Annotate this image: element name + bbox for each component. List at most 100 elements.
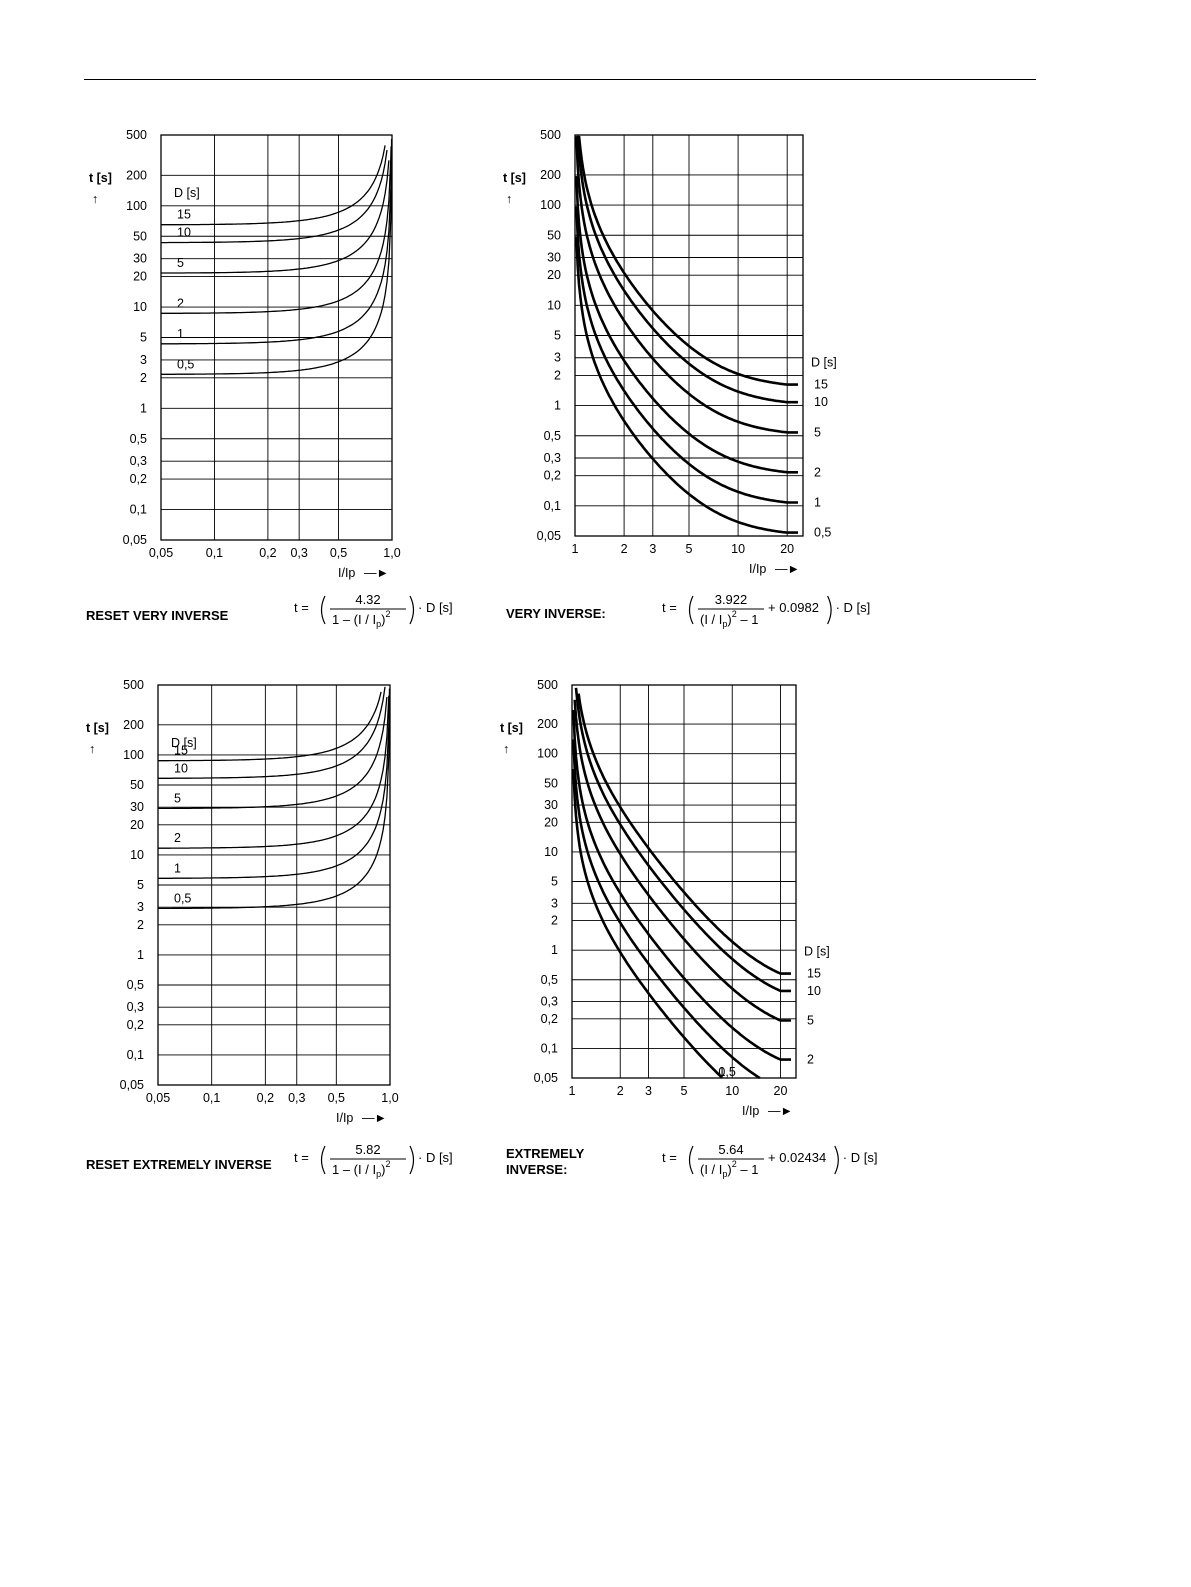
formula-reset-very-inverse: t = 4.32 1 – (I / Ip)2 · D [s] bbox=[294, 592, 453, 629]
paren-left bbox=[320, 1145, 326, 1175]
x-tick-label: 3 bbox=[645, 1084, 652, 1098]
y-axis-label: t [s] bbox=[500, 721, 523, 735]
x-axis-label: I/Ip bbox=[338, 566, 355, 580]
y-axis-label: t [s] bbox=[86, 721, 109, 735]
paren-left bbox=[320, 595, 326, 625]
formula-constant: + 0.02434 bbox=[768, 1150, 826, 1165]
series-line-D-5 bbox=[573, 699, 791, 1022]
y-tick-label: 0,2 bbox=[541, 1012, 558, 1026]
x-tick-label: 0,1 bbox=[206, 546, 223, 560]
x-tick-label: 10 bbox=[725, 1084, 739, 1098]
y-tick-label: 200 bbox=[540, 168, 561, 182]
formula-denominator: (I / Ip)2 – 1 bbox=[700, 609, 758, 629]
y-tick-label: 500 bbox=[126, 128, 147, 142]
x-tick-label: 20 bbox=[780, 542, 794, 556]
series-line-D-10 bbox=[158, 686, 386, 779]
formula-numerator: 3.922 bbox=[715, 592, 748, 607]
y-tick-label: 50 bbox=[544, 776, 558, 790]
y-tick-label: 0,5 bbox=[544, 429, 561, 443]
y-tick-label: 0,05 bbox=[123, 533, 147, 547]
formula-lhs: t = bbox=[294, 1150, 309, 1165]
x-tick-label: 1,0 bbox=[383, 546, 400, 560]
x-axis-label: I/Ip bbox=[749, 562, 766, 576]
y-tick-label: 10 bbox=[544, 845, 558, 859]
formula-lhs: t = bbox=[662, 600, 677, 615]
formula-extremely-inverse: t = 5.64 (I / Ip)2 – 1 + 0.02434 · D [s] bbox=[662, 1142, 878, 1179]
series-label: 15 bbox=[814, 378, 828, 392]
y-tick-label: 0,05 bbox=[537, 529, 561, 543]
plot-frame bbox=[574, 134, 804, 537]
y-tick-label: 20 bbox=[130, 818, 144, 832]
series-line-D-10 bbox=[574, 687, 791, 993]
series-lines bbox=[572, 687, 791, 1080]
series-label: 15 bbox=[177, 208, 191, 222]
series-line-D-0-5 bbox=[572, 768, 724, 1079]
series-label: 0,5 bbox=[718, 1065, 735, 1079]
y-axis-arrow: ↑ bbox=[503, 742, 509, 756]
formula-lhs: t = bbox=[662, 1150, 677, 1165]
y-tick-label: 500 bbox=[123, 678, 144, 692]
chart-reset-very-inverse: 500 200 100 50 30 20 10 5 3 2 1 0,5 0,3 0,2 0,1 0,050,0… bbox=[89, 128, 401, 580]
y-tick-label: 1 bbox=[554, 399, 561, 413]
series-label: 1 bbox=[814, 495, 821, 509]
series-label: 2 bbox=[174, 831, 181, 845]
x-axis-label: I/Ip bbox=[742, 1104, 759, 1118]
x-tick-label: 0,3 bbox=[288, 1091, 305, 1105]
series-lines bbox=[158, 686, 391, 910]
series-label: 10 bbox=[807, 984, 821, 998]
x-tick-label: 20 bbox=[774, 1084, 788, 1098]
y-axis-arrow: ↑ bbox=[92, 192, 98, 206]
series-line-D-15 bbox=[577, 693, 791, 975]
y-tick-label: 0,1 bbox=[130, 503, 147, 517]
y-tick-label: 30 bbox=[133, 252, 147, 266]
y-tick-label: 10 bbox=[547, 298, 561, 312]
series-label: 2 bbox=[807, 1053, 814, 1067]
y-tick-label: 5 bbox=[554, 329, 561, 343]
series-line-D-0-5 bbox=[161, 144, 393, 375]
series-label: 15 bbox=[807, 967, 821, 981]
formula-tail: · D [s] bbox=[843, 1150, 878, 1165]
x-axis-arrow: —► bbox=[362, 1111, 387, 1125]
y-tick-label: 100 bbox=[123, 748, 144, 762]
y-tick-label: 0,2 bbox=[130, 472, 147, 486]
y-tick-label: 500 bbox=[537, 678, 558, 692]
series-line-D-2 bbox=[158, 695, 390, 849]
y-tick-label: 10 bbox=[130, 848, 144, 862]
series-label: 1 bbox=[174, 861, 181, 875]
y-tick-label: 0,3 bbox=[130, 454, 147, 468]
series-line-D-2 bbox=[575, 176, 798, 474]
y-tick-label: 20 bbox=[547, 268, 561, 282]
paren-left bbox=[688, 595, 694, 625]
series-line-D-0-5 bbox=[575, 236, 798, 534]
formula-very-inverse: t = 3.922 (I / Ip)2 – 1 + 0.0982 · D [s] bbox=[662, 592, 870, 629]
y-tick-label: 100 bbox=[537, 747, 558, 761]
legend-title: D [s] bbox=[171, 736, 197, 750]
series-label: 0,5 bbox=[177, 357, 194, 371]
y-tick-label: 50 bbox=[547, 228, 561, 242]
x-tick-label: 1 bbox=[569, 1084, 576, 1098]
series-line-D-5 bbox=[161, 160, 390, 274]
y-tick-label: 0,3 bbox=[541, 995, 558, 1009]
formula-constant: + 0.0982 bbox=[768, 600, 819, 615]
x-axis-arrow: —► bbox=[775, 562, 800, 576]
y-tick-label: 0,2 bbox=[127, 1018, 144, 1032]
x-tick-label: 5 bbox=[681, 1084, 688, 1098]
series-label: 1 bbox=[718, 1065, 725, 1079]
formula-numerator: 4.32 bbox=[355, 592, 380, 607]
x-axis-label: I/Ip bbox=[336, 1111, 353, 1125]
y-tick-label: 2 bbox=[551, 914, 558, 928]
legend-title: D [s] bbox=[811, 356, 837, 370]
x-tick-label: 0,2 bbox=[259, 546, 276, 560]
y-axis-arrow: ↑ bbox=[506, 192, 512, 206]
y-tick-label: 200 bbox=[537, 717, 558, 731]
y-tick-label: 0,2 bbox=[544, 469, 561, 483]
paren-right bbox=[409, 595, 415, 625]
series-label: 5 bbox=[177, 256, 184, 270]
x-tick-label: 0,3 bbox=[290, 546, 307, 560]
legend-title: D [s] bbox=[174, 186, 200, 200]
series-label: 0,5 bbox=[174, 891, 191, 905]
y-tick-label: 0,5 bbox=[541, 973, 558, 987]
y-tick-label: 200 bbox=[126, 168, 147, 182]
x-tick-label: 3 bbox=[649, 542, 656, 556]
series-line-D-15 bbox=[158, 691, 382, 762]
